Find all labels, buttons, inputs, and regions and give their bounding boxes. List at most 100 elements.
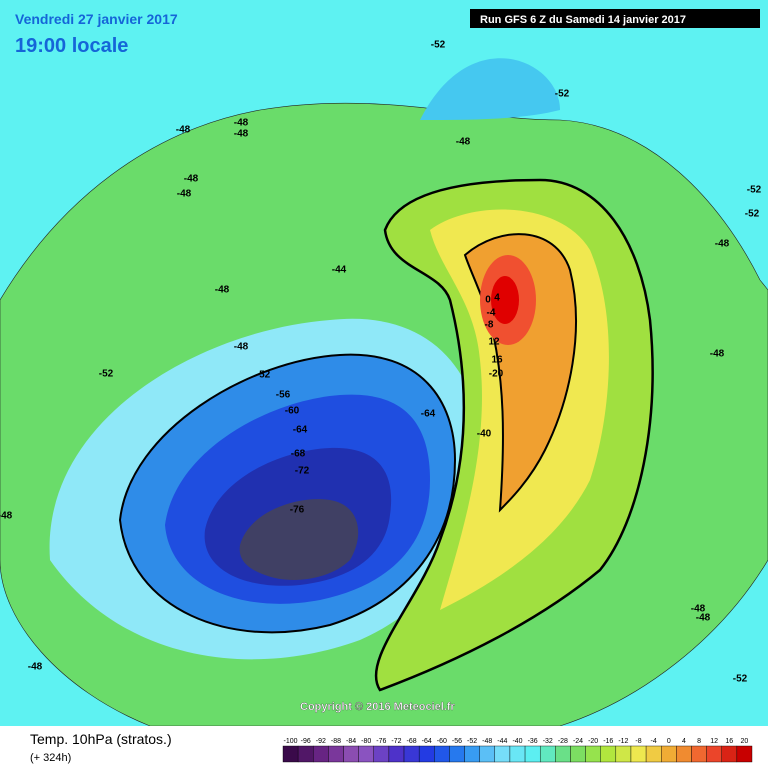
run-box: [470, 9, 760, 28]
colorbar-label: -60: [437, 738, 447, 745]
colorbar-label: -16: [603, 738, 613, 745]
contour-label: -52: [733, 674, 748, 685]
contour-label: -52: [745, 209, 760, 220]
colorbar-label: -92: [316, 738, 326, 745]
colorbar-label: -96: [301, 738, 311, 745]
colorbar-swatch: [661, 745, 677, 763]
colorbar-swatch: [434, 745, 450, 763]
colorbar-label: -56: [452, 738, 462, 745]
footer-lead: (+ 324h): [30, 752, 71, 764]
colorbar-label: -12: [618, 738, 628, 745]
contour-label: -48: [696, 613, 711, 624]
colorbar-label: -76: [376, 738, 386, 745]
colorbar-swatch: [736, 745, 753, 763]
colorbar-swatch: [464, 745, 480, 763]
colorbar-label: 0: [667, 738, 671, 745]
contour-label: -48: [215, 285, 230, 296]
contour-label: -48: [456, 137, 471, 148]
contour-label: -48: [0, 511, 13, 522]
colorbar-swatch: [630, 745, 647, 763]
colorbar-swatch: [388, 745, 405, 763]
contour-label: -48: [184, 174, 199, 185]
colorbar-label: -32: [543, 738, 553, 745]
colorbar-swatch: [721, 745, 738, 763]
contour-label: -52: [555, 89, 570, 100]
contour-label: -48: [691, 604, 706, 615]
cold-patch: [420, 58, 560, 120]
contour-label: -64: [421, 409, 436, 420]
contour-label: -48: [177, 189, 192, 200]
colorbar-swatch: [373, 745, 390, 763]
contour-label: -48: [176, 125, 191, 136]
colorbar: -100 -96 -92 -88 -84 -80 -76 -72 -68 -64 -60 -56 -52…: [282, 738, 753, 763]
colorbar-label: -88: [331, 738, 341, 745]
colorbar-swatch: [282, 745, 299, 763]
colorbar-label: -84: [346, 738, 356, 745]
warm-peak: [491, 276, 519, 324]
contour-label: -48: [28, 662, 43, 673]
colorbar-swatch: [358, 745, 374, 763]
run: Run GFS 6 Z du Samedi 14 janvier 2017: [480, 14, 686, 26]
colorbar-swatch: [418, 745, 435, 763]
contour-label: -48: [234, 342, 249, 353]
contour-label: 4: [494, 293, 500, 304]
colorbar-swatch: [600, 745, 617, 763]
contour-label: -48: [710, 349, 725, 360]
colorbar-swatch: [615, 745, 632, 763]
colorbar-label: -68: [407, 738, 417, 745]
colorbar-label: 16: [725, 738, 733, 745]
colorbar-swatch: [524, 745, 541, 763]
colorbar-label: 20: [741, 738, 749, 745]
colorbar-swatch: [691, 745, 707, 763]
contour-label: 0: [485, 295, 491, 306]
footer-title: Temp. 10hPa (stratos.): [30, 731, 172, 747]
colorbar-swatch: [403, 745, 420, 763]
colorbar-swatch: [676, 745, 692, 763]
contour-label: -40: [477, 429, 492, 440]
colorbar-label: -24: [573, 738, 583, 745]
contour-label: -56: [276, 390, 291, 401]
colorbar-label: 8: [697, 738, 701, 745]
contour-label: 12: [488, 337, 500, 348]
colorbar-label: -8: [635, 738, 641, 745]
colorbar-label: -44: [497, 738, 507, 745]
time: 19:00 locale: [15, 35, 128, 57]
colorbar-label: -4: [651, 738, 657, 745]
contour-label: -4: [487, 308, 496, 319]
colorbar-swatch: [706, 745, 722, 763]
colorbar-label: -36: [528, 738, 538, 745]
contour-label: -64: [293, 425, 308, 436]
colorbar-label: -28: [558, 738, 568, 745]
contour-label: -72: [295, 466, 310, 477]
colorbar-label: 12: [710, 738, 718, 745]
colorbar-swatch: [328, 745, 344, 763]
colorbar-label: -72: [391, 738, 401, 745]
colorbar-swatch: [509, 745, 526, 763]
colorbar-swatch: [343, 745, 359, 763]
colorbar-label: -48: [482, 738, 492, 745]
colorbar-label: -52: [467, 738, 477, 745]
colorbar-swatch: [555, 745, 571, 763]
vortex-center: [239, 499, 359, 580]
contour-label: 16: [491, 355, 503, 366]
contour-label: -52: [431, 40, 446, 51]
contour-label: -48: [234, 118, 249, 129]
contour-label: -68: [291, 449, 306, 460]
contour-labels: -52-52-48-48-48-48-48-48 -52-52-48-44-48-…: [0, 40, 762, 685]
colorbar-swatch: [297, 745, 314, 763]
colorbar-label: -80: [361, 738, 371, 745]
contour-label: -48: [234, 129, 249, 140]
colorbar-swatch: [570, 745, 586, 763]
contour-label: -52: [256, 370, 271, 381]
colorbar-swatch: [539, 745, 556, 763]
colorbar-label: -20: [588, 738, 598, 745]
contour-label: -76: [290, 505, 305, 516]
colorbar-swatch: [585, 745, 601, 763]
colorbar-label: -100: [284, 738, 298, 745]
colorbar-label: 4: [682, 738, 686, 745]
colorbar-swatch: [494, 745, 511, 763]
contour-label: -48: [715, 239, 730, 250]
colorbar-label: -40: [512, 738, 522, 745]
